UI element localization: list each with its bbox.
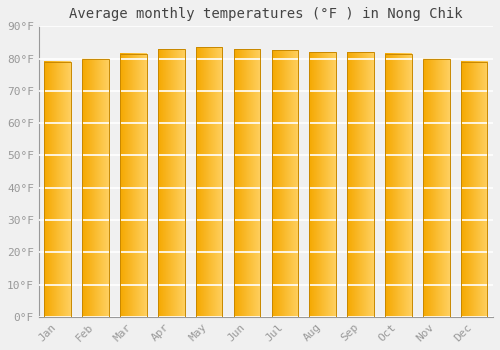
Bar [310, 52, 336, 317]
Bar [120, 54, 146, 317]
Bar [272, 50, 298, 317]
Bar [348, 52, 374, 317]
Bar [158, 49, 184, 317]
Bar [385, 54, 411, 317]
Bar [461, 62, 487, 317]
Bar [234, 49, 260, 317]
Bar [82, 58, 109, 317]
Title: Average monthly temperatures (°F ) in Nong Chik: Average monthly temperatures (°F ) in No… [69, 7, 462, 21]
Bar [423, 58, 450, 317]
Bar [196, 47, 222, 317]
Bar [44, 62, 71, 317]
